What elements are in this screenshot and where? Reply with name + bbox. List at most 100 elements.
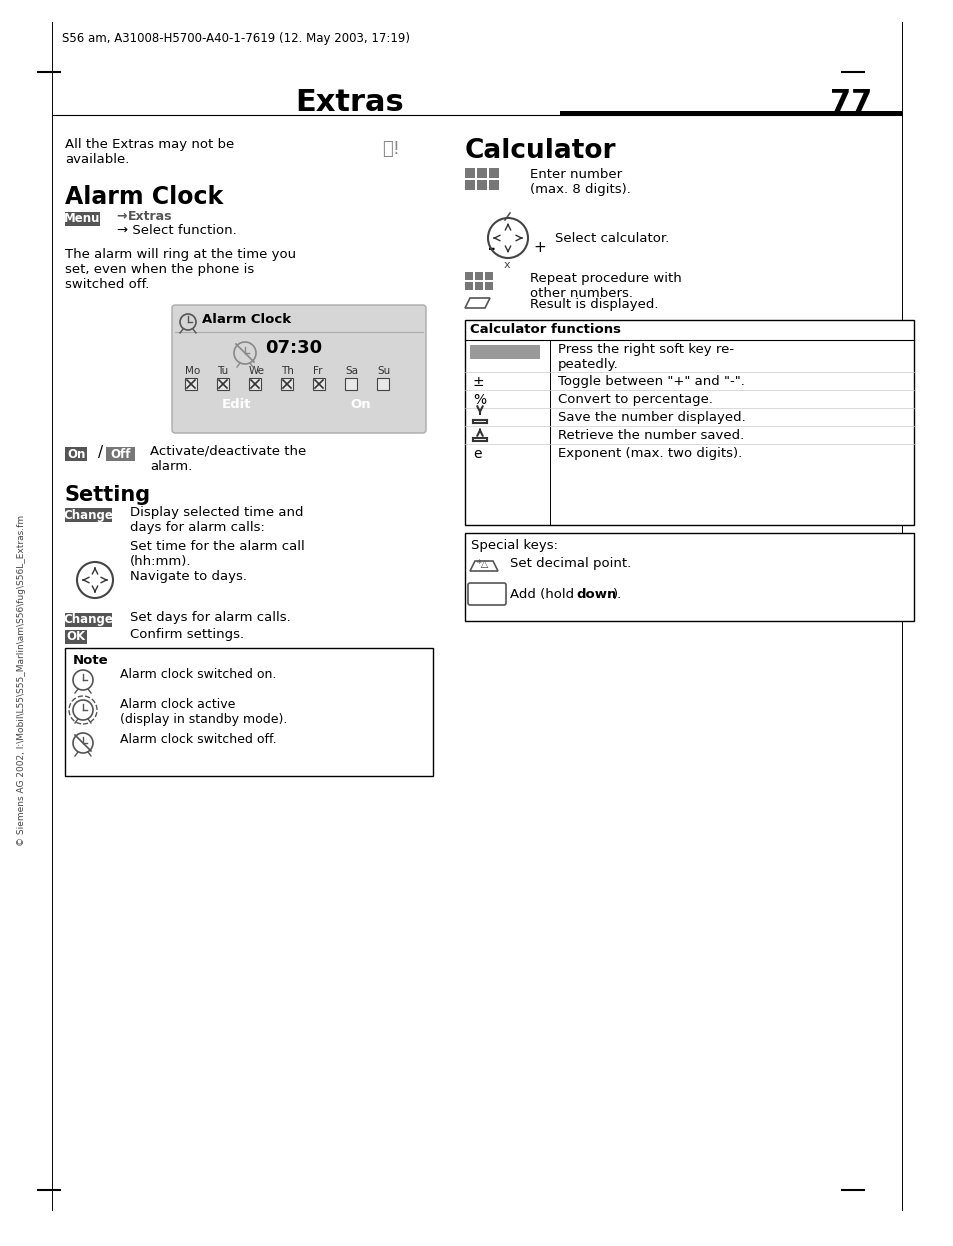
Text: The alarm will ring at the time you
set, even when the phone is
switched off.: The alarm will ring at the time you set,… <box>65 248 295 292</box>
Text: Extras: Extras <box>128 211 172 223</box>
Text: 77: 77 <box>829 88 871 117</box>
Bar <box>313 378 325 390</box>
Text: Exponent (max. two digits).: Exponent (max. two digits). <box>558 447 741 460</box>
Text: → Select function.: → Select function. <box>117 224 236 237</box>
Text: Enter number
(max. 8 digits).: Enter number (max. 8 digits). <box>530 168 630 196</box>
Text: Alarm clock active
(display in standby mode).: Alarm clock active (display in standby m… <box>120 698 287 726</box>
Text: Calculator: Calculator <box>464 138 616 164</box>
Text: Menu: Menu <box>64 213 100 226</box>
Text: Display selected time and
days for alarm calls:: Display selected time and days for alarm… <box>130 506 303 535</box>
Text: Navigate to days.: Navigate to days. <box>130 569 247 583</box>
Text: Special keys:: Special keys: <box>471 540 558 552</box>
Text: 07:30: 07:30 <box>265 339 322 358</box>
Text: . = + - * /: . = + - * / <box>473 344 541 354</box>
Bar <box>475 282 482 290</box>
Text: Set days for alarm calls.: Set days for alarm calls. <box>130 611 291 624</box>
Text: Select calculator.: Select calculator. <box>555 232 669 245</box>
Text: We: We <box>249 366 265 376</box>
Text: Mo: Mo <box>185 366 200 376</box>
Text: Calculator functions: Calculator functions <box>470 323 620 336</box>
Text: +: + <box>533 240 545 255</box>
Text: Set time for the alarm call
(hh:mm).: Set time for the alarm call (hh:mm). <box>130 540 304 568</box>
Bar <box>470 345 539 359</box>
Bar <box>464 320 913 340</box>
Text: ).: ). <box>613 588 621 601</box>
Text: -: - <box>488 240 495 258</box>
Text: Press the right soft key re-
peatedly.: Press the right soft key re- peatedly. <box>558 343 734 371</box>
Text: On: On <box>351 397 371 411</box>
Text: Sa: Sa <box>345 366 357 376</box>
Bar <box>489 168 498 178</box>
FancyBboxPatch shape <box>172 305 426 434</box>
Bar <box>464 272 473 280</box>
Text: Change: Change <box>64 613 113 627</box>
Bar <box>345 378 356 390</box>
Text: Off: Off <box>110 447 131 461</box>
Bar <box>464 168 475 178</box>
Bar <box>216 378 229 390</box>
Text: Result is displayed.: Result is displayed. <box>530 298 658 312</box>
Text: All the Extras may not be
available.: All the Extras may not be available. <box>65 138 234 166</box>
Text: Edit: Edit <box>222 397 252 411</box>
Bar <box>484 282 493 290</box>
Text: Confirm settings.: Confirm settings. <box>130 628 244 640</box>
Text: Add (hold: Add (hold <box>510 588 578 601</box>
Text: →: → <box>117 211 132 223</box>
Text: %: % <box>473 392 486 407</box>
Text: Alarm clock switched on.: Alarm clock switched on. <box>120 668 276 682</box>
Bar <box>476 168 486 178</box>
Text: OK: OK <box>67 630 86 643</box>
FancyBboxPatch shape <box>65 212 100 226</box>
Bar <box>185 378 196 390</box>
Text: x: x <box>503 260 510 270</box>
Text: Change: Change <box>64 508 113 522</box>
Text: *△: *△ <box>476 559 489 569</box>
Text: e: e <box>473 447 481 461</box>
Text: Setting: Setting <box>65 485 151 505</box>
Bar <box>376 378 389 390</box>
Bar <box>559 111 901 116</box>
Bar <box>65 648 433 776</box>
Bar <box>298 396 422 412</box>
Bar <box>281 378 293 390</box>
Text: down: down <box>576 588 616 601</box>
Text: S56 am, A31008-H5700-A40-1-7619 (12. May 2003, 17:19): S56 am, A31008-H5700-A40-1-7619 (12. May… <box>62 32 410 45</box>
Text: Alarm clock switched off.: Alarm clock switched off. <box>120 733 276 746</box>
Text: Note: Note <box>73 654 109 667</box>
Bar <box>464 179 475 189</box>
Bar <box>476 179 486 189</box>
Text: 0 +: 0 + <box>472 589 493 602</box>
Text: Repeat procedure with
other numbers.: Repeat procedure with other numbers. <box>530 272 681 300</box>
Bar <box>464 320 913 525</box>
Text: © Siemens AG 2002, I:\Mobil\L55\S55_Marlin\am\S56\fug\S56L_Extras.fm: © Siemens AG 2002, I:\Mobil\L55\S55_Marl… <box>17 515 27 846</box>
FancyBboxPatch shape <box>65 508 112 522</box>
Text: Alarm Clock: Alarm Clock <box>202 313 291 326</box>
Text: Fr: Fr <box>313 366 322 376</box>
Bar <box>489 179 498 189</box>
Text: Extras: Extras <box>295 88 404 117</box>
Text: ⧆!: ⧆! <box>381 140 399 158</box>
Text: Su: Su <box>376 366 390 376</box>
Bar <box>174 396 298 412</box>
Text: Set decimal point.: Set decimal point. <box>510 557 631 569</box>
Text: Convert to percentage.: Convert to percentage. <box>558 392 712 406</box>
Text: Tu: Tu <box>216 366 228 376</box>
Text: Toggle between "+" and "-".: Toggle between "+" and "-". <box>558 375 744 388</box>
FancyBboxPatch shape <box>468 583 505 606</box>
Bar <box>464 282 473 290</box>
Bar <box>475 272 482 280</box>
Text: ±: ± <box>473 375 484 389</box>
Text: Th: Th <box>281 366 294 376</box>
Text: Alarm Clock: Alarm Clock <box>65 184 223 209</box>
Bar <box>484 272 493 280</box>
FancyBboxPatch shape <box>65 630 88 644</box>
Bar <box>249 378 261 390</box>
Text: /: / <box>98 445 103 460</box>
Text: Activate/deactivate the
alarm.: Activate/deactivate the alarm. <box>150 445 306 473</box>
FancyBboxPatch shape <box>65 447 88 461</box>
Bar <box>464 533 913 621</box>
FancyBboxPatch shape <box>65 613 112 627</box>
Text: On: On <box>67 447 86 461</box>
Text: Retrieve the number saved.: Retrieve the number saved. <box>558 429 743 442</box>
Text: Save the number displayed.: Save the number displayed. <box>558 411 745 424</box>
